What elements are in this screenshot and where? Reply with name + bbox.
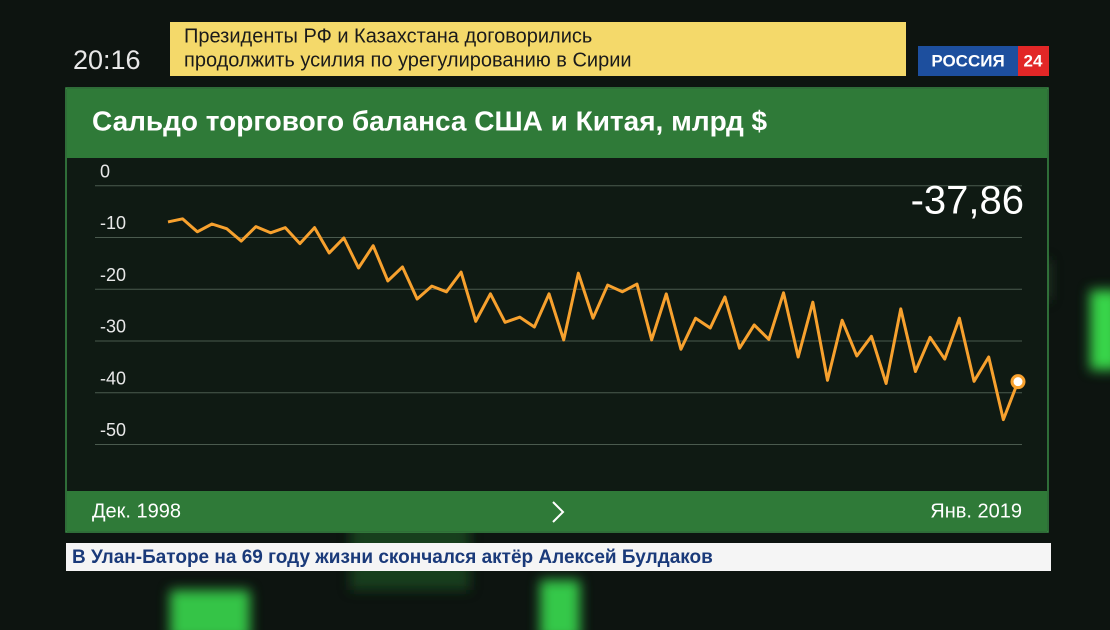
x-tick-label: Дек. 1998 <box>92 500 181 522</box>
headline-box <box>170 22 906 76</box>
plot: 0 -10 -20 -30 -40 -50 Дек. 1998 Янв. 2019 -37,86 <box>92 161 1026 522</box>
y-tick-label: -50 <box>100 420 126 440</box>
y-tick-label: -20 <box>100 265 126 285</box>
y-tick-label: 0 <box>100 161 110 181</box>
x-tick-label: Янв. 2019 <box>930 500 1022 522</box>
end-point <box>1010 374 1026 390</box>
title-bar <box>67 89 1047 158</box>
value-label: -37,86 <box>911 179 1024 223</box>
y-tick-label: -10 <box>100 213 126 233</box>
headline-line: продолжить усилия по урегулированию в Си… <box>184 49 632 71</box>
y-tick-label: -40 <box>100 368 126 388</box>
channel-logo <box>918 46 1018 76</box>
channel-number: 24 <box>1024 51 1043 70</box>
y-tick-label: -30 <box>100 317 126 337</box>
clock: 20:16 <box>73 45 141 75</box>
chart-panel <box>65 87 1049 533</box>
headline-line: Президенты РФ и Казахстана договорились <box>184 25 592 47</box>
ticker-bar <box>66 543 1051 571</box>
next-arrow[interactable] <box>552 501 565 523</box>
channel-number-box <box>1018 46 1049 76</box>
chart-title: Сальдо торгового баланса США и Китая, мл… <box>92 105 768 136</box>
data-line <box>167 217 1020 422</box>
channel-name: РОССИЯ <box>931 51 1004 70</box>
ticker-text: В Улан-Баторе на 69 году жизни скончался… <box>72 547 713 568</box>
footer-bar <box>67 491 1047 531</box>
